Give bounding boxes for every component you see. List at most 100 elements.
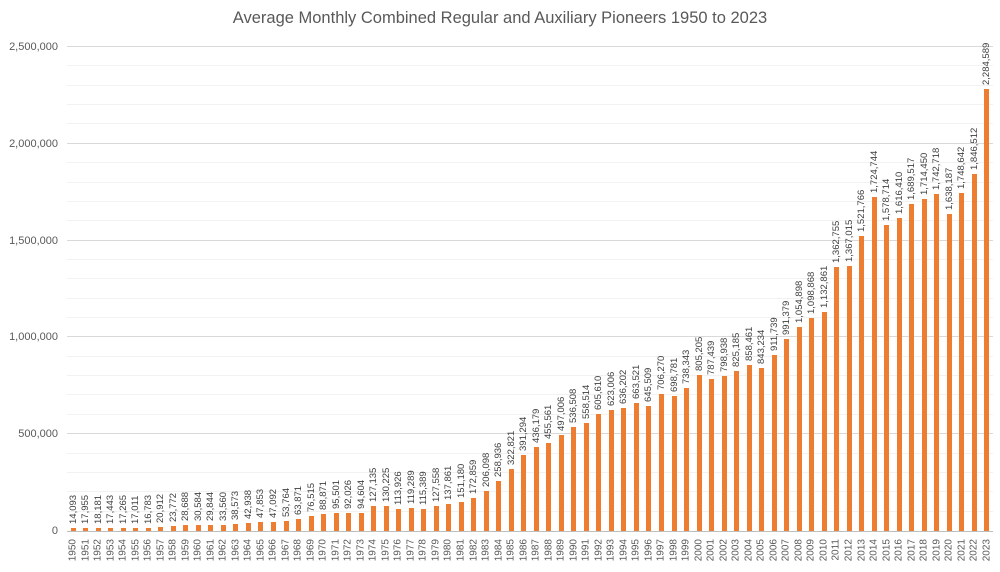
x-axis-tick-label: 1965 <box>255 539 266 562</box>
bar <box>546 442 552 531</box>
bar-value-label: 1,638,187 <box>943 167 955 210</box>
bar <box>496 480 502 531</box>
bar <box>608 410 614 531</box>
bar-column: 94,604 <box>355 47 368 531</box>
bar-value-label: 1,362,755 <box>831 220 843 264</box>
bar-value-label: 88,871 <box>318 480 330 510</box>
bar-value-label: 17,955 <box>80 494 92 524</box>
minor-gridline <box>67 394 993 396</box>
x-axis-slot: 1952 <box>92 535 105 571</box>
bar-column: 1,521,766 <box>855 47 868 531</box>
bar <box>333 512 339 531</box>
minor-gridline <box>67 220 993 222</box>
bar-column: 53,764 <box>280 47 293 531</box>
x-axis-slot: 1955 <box>130 535 143 571</box>
bar-value-label: 151,180 <box>455 463 467 498</box>
bar-column: 130,225 <box>380 47 393 531</box>
x-axis-tick-label: 1998 <box>668 539 680 562</box>
x-axis-tick-label: 1982 <box>467 539 479 562</box>
x-axis-tick-label: 2003 <box>730 539 742 562</box>
x-axis-tick-label: 2021 <box>955 539 967 562</box>
bar-column: 1,846,512 <box>968 47 981 531</box>
bar-value-label: 53,764 <box>280 487 292 517</box>
bar <box>508 468 514 531</box>
bar <box>984 88 990 531</box>
x-axis-slot: 2004 <box>743 535 756 571</box>
x-axis-tick-label: 2014 <box>868 539 880 562</box>
bar-column: 95,501 <box>330 47 343 531</box>
x-axis-tick-label: 1952 <box>92 539 104 562</box>
bar-column: 127,558 <box>430 47 443 531</box>
bar-value-label: 127,558 <box>430 467 442 503</box>
bar-value-label: 391,294 <box>518 416 530 452</box>
minor-gridline <box>67 355 993 357</box>
x-axis-tick-label: 2005 <box>755 539 767 562</box>
x-axis-slot: 1961 <box>205 535 218 571</box>
x-axis-slot: 2019 <box>931 535 944 571</box>
x-axis-tick-label: 1956 <box>142 539 154 562</box>
bar-column: 23,772 <box>167 47 180 531</box>
x-axis-tick-label: 1959 <box>179 539 191 562</box>
bar-value-label: 130,225 <box>380 467 392 502</box>
bar-column: 151,180 <box>455 47 468 531</box>
x-axis-tick-label: 1987 <box>530 539 542 562</box>
bar-value-label: 2,284,589 <box>981 42 993 85</box>
bar-value-label: 172,859 <box>468 459 480 494</box>
minor-gridline <box>67 452 993 454</box>
minor-gridline <box>67 375 993 377</box>
bar-column: 113,926 <box>392 47 405 531</box>
bar-value-label: 805,205 <box>693 336 705 372</box>
x-axis-tick-label: 1960 <box>192 539 204 562</box>
bar-column: 322,821 <box>505 47 518 531</box>
x-axis-tick-label: 2016 <box>893 539 905 562</box>
bar <box>934 193 940 531</box>
x-axis-tick-label: 2007 <box>780 539 792 562</box>
bar <box>946 213 952 531</box>
x-axis-tick-label: 1981 <box>455 539 467 562</box>
bar-column: 645,509 <box>643 47 656 531</box>
x-axis-tick-label: 1951 <box>79 539 91 562</box>
bar-column: 558,514 <box>580 47 593 531</box>
x-axis-slot: 1993 <box>605 535 618 571</box>
bar-column: 805,205 <box>693 47 706 531</box>
x-axis-tick-label: 1971 <box>330 539 342 562</box>
x-axis-slot: 1992 <box>593 535 606 571</box>
bar-column: 738,343 <box>680 47 693 531</box>
bar-value-label: 636,202 <box>618 369 630 404</box>
x-axis-slot: 1981 <box>455 535 468 571</box>
bar-value-label: 47,853 <box>255 488 267 518</box>
x-axis-tick-label: 1989 <box>555 539 567 562</box>
bar <box>371 506 377 531</box>
bar <box>821 311 827 531</box>
minor-gridline <box>67 510 993 512</box>
x-axis-slot: 1976 <box>392 535 405 571</box>
minor-gridline <box>67 162 993 164</box>
bar <box>621 407 627 531</box>
bar <box>208 525 214 531</box>
bar <box>446 504 452 531</box>
bar-value-label: 92,026 <box>343 480 355 510</box>
bar-column: 88,871 <box>317 47 330 531</box>
x-axis-slot: 1987 <box>530 535 543 571</box>
x-axis-tick-label: 1994 <box>617 539 629 562</box>
x-axis-slot: 1979 <box>430 535 443 571</box>
x-axis-slot: 2022 <box>968 535 981 571</box>
bar-column: 1,638,187 <box>943 47 956 531</box>
bar-column: 16,783 <box>142 47 155 531</box>
bar-value-label: 322,821 <box>505 430 517 465</box>
x-axis-slot: 1954 <box>117 535 130 571</box>
x-axis-slot: 1969 <box>305 535 318 571</box>
bar-value-label: 663,521 <box>630 364 642 399</box>
x-axis-tick-label: 1955 <box>129 539 141 562</box>
bar-column: 42,938 <box>242 47 255 531</box>
bar-column: 30,584 <box>192 47 205 531</box>
x-axis-tick-label: 1963 <box>229 539 241 562</box>
bar-value-label: 47,092 <box>268 488 279 518</box>
bar <box>233 523 239 531</box>
bar-value-label: 1,521,766 <box>856 190 868 233</box>
bar-value-label: 558,514 <box>580 384 592 419</box>
bar-column: 258,936 <box>493 47 506 531</box>
x-axis-tick-label: 1991 <box>580 539 592 562</box>
x-axis-tick-label: 2023 <box>980 539 992 562</box>
x-axis-slot: 1957 <box>155 535 168 571</box>
